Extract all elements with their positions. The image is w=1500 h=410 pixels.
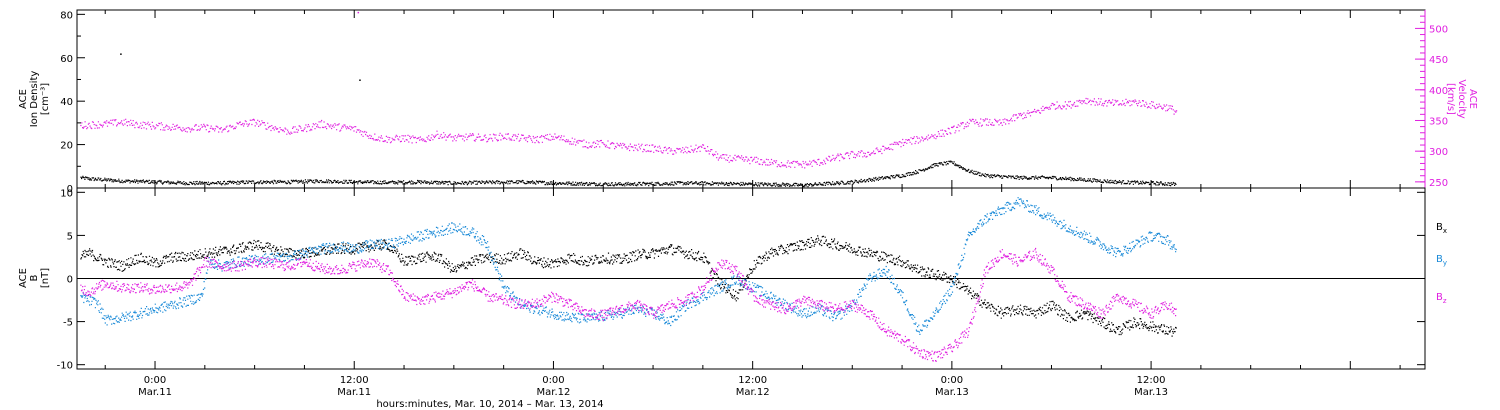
density-axis-label-line-2: Ion Density <box>29 71 40 128</box>
ion-density-series-outlier <box>359 79 361 81</box>
date-tick-label: Mar.12 <box>736 387 770 398</box>
b-axis-label-line-2: B <box>29 274 40 281</box>
density-tick-label: 40 <box>60 97 73 108</box>
density-axis-ticks: 0 20 40 60 80 <box>60 10 85 195</box>
legend-bx: Bx <box>1436 222 1447 235</box>
date-tick-label: Mar.13 <box>1134 387 1168 398</box>
ion-density-series-scatter <box>80 160 1177 188</box>
legend-by: By <box>1436 254 1447 267</box>
velocity-series-scatter <box>80 97 1178 169</box>
ion-density-series-outlier <box>120 53 122 55</box>
velocity-tick-label: 400 <box>1429 86 1448 97</box>
velocity-tick-label: 250 <box>1429 178 1448 189</box>
density-tick-label: 20 <box>60 141 73 152</box>
time-tick-label: 0:00 <box>144 375 166 386</box>
b-data-points <box>80 197 1177 362</box>
b-tick-label: 10 <box>60 188 73 199</box>
velocity-tick-label: 500 <box>1429 24 1448 35</box>
time-tick-label: 12:00 <box>340 375 369 386</box>
time-tick-label: 0:00 <box>542 375 564 386</box>
b-tick-label: -10 <box>57 361 73 372</box>
bx-series-scatter <box>80 235 1177 337</box>
velocity-tick-label: 300 <box>1429 147 1448 158</box>
time-tick-label: 12:00 <box>738 375 767 386</box>
b-tick-label: 0 <box>67 275 73 286</box>
legend-bz: Bz <box>1436 292 1447 305</box>
velocity-tick-label: 350 <box>1429 116 1448 127</box>
velocity-axis-label-line-3: [km/s] <box>1445 83 1456 115</box>
magnetic-field-panel: -10 -5 0 5 10 ACE B [nT] Bx By Bz <box>18 187 1447 372</box>
time-axis-labels: 0:00Mar.1112:00Mar.110:00Mar.1212:00Mar.… <box>104 10 1401 398</box>
density-tick-label: 80 <box>60 10 73 21</box>
density-axis-label-line-3: [cm⁻³] <box>40 83 51 115</box>
ion-density-series <box>80 53 1177 188</box>
density-tick-label: 60 <box>60 54 73 65</box>
density-axis-label-line-1: ACE <box>18 89 29 109</box>
bx-series <box>80 235 1177 337</box>
by-series <box>80 197 1177 335</box>
date-tick-label: Mar.11 <box>138 387 172 398</box>
velocity-axis-label-line-1: ACE <box>1467 89 1478 109</box>
velocity-axis-label-line-2: Velocity <box>1456 79 1467 118</box>
velocity-series <box>80 11 1178 169</box>
time-tick-label: 12:00 <box>1137 375 1166 386</box>
time-axis-caption: hours:minutes, Mar. 10, 2014 – Mar. 13, … <box>376 399 603 410</box>
date-tick-label: Mar.11 <box>337 387 371 398</box>
b-tick-label: 5 <box>67 231 73 242</box>
plasma-panel: 0 20 40 60 80 250 300 350 400 450 500 ACE Ion Den… <box>18 9 1478 195</box>
b-axis-ticks: -10 -5 0 5 10 <box>57 188 1425 372</box>
date-tick-label: Mar.13 <box>935 387 969 398</box>
density-tick-label: 0 <box>67 184 73 195</box>
velocity-axis-ticks: 250 300 350 400 450 500 <box>1415 15 1448 189</box>
plasma-panel-frame <box>76 9 1426 189</box>
bz-series-scatter <box>80 247 1177 362</box>
plasma-data-points <box>80 11 1178 188</box>
b-tick-label: -5 <box>63 318 73 329</box>
by-series-scatter <box>80 197 1177 335</box>
time-tick-label: 0:00 <box>941 375 963 386</box>
date-tick-label: Mar.12 <box>537 387 571 398</box>
b-axis-label-line-3: [nT] <box>40 268 51 288</box>
bz-series <box>80 247 1177 362</box>
b-axis-label-line-1: ACE <box>18 268 29 288</box>
velocity-tick-label: 450 <box>1429 55 1448 66</box>
velocity-series-outlier <box>357 11 360 14</box>
